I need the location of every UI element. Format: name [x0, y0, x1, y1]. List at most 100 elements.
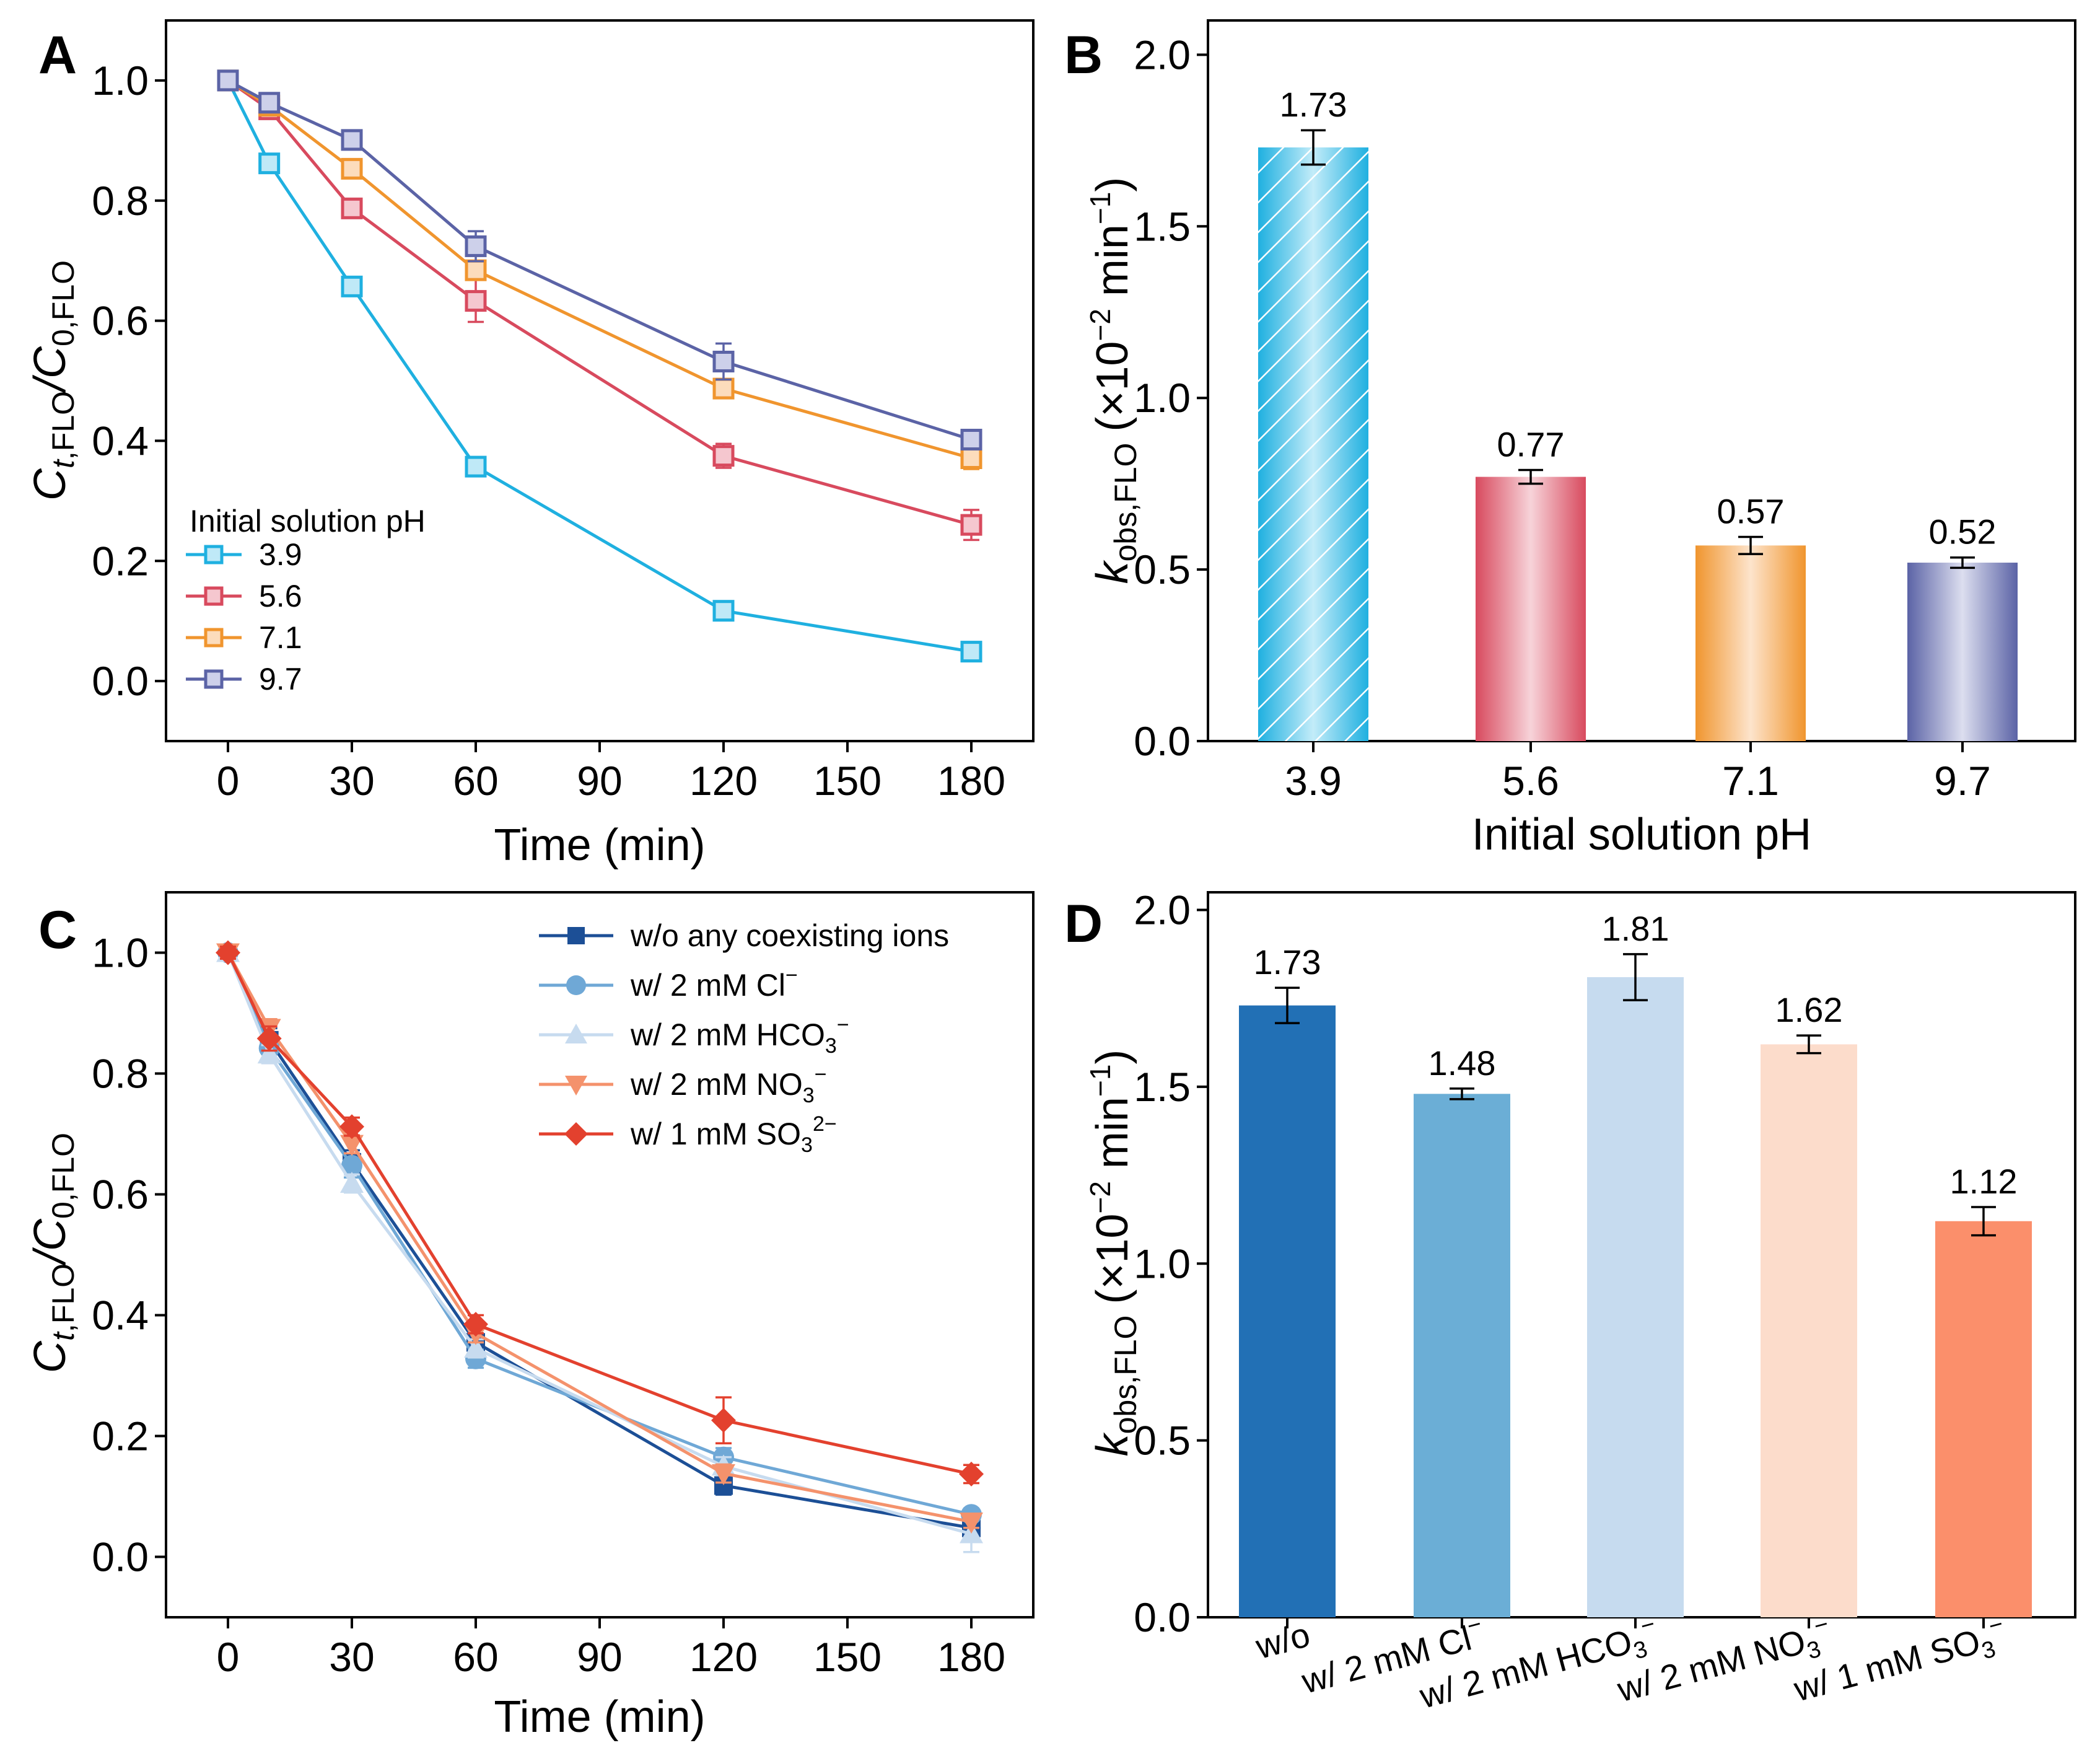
- panel-a: A 0.0 0.2 0.4 0.6 0.8 1.0 0 30 60 90 120 150 180 Ti…: [25, 19, 1035, 870]
- bar: [1761, 1044, 1857, 1617]
- y-tick-label: 1.0: [1134, 375, 1191, 421]
- x-tick-label: 60: [453, 1634, 498, 1680]
- series-line: [226, 952, 972, 1524]
- data-point: [258, 152, 281, 175]
- x-tick-label: 5.6: [1502, 758, 1559, 804]
- x-tick-label: 30: [329, 758, 374, 804]
- y-axis-d: 0.0 0.5 1.0 1.5 2.0: [1134, 887, 1208, 1640]
- legend-label: 9.7: [259, 662, 302, 696]
- y-tick-label: 0.5: [1134, 547, 1191, 592]
- data-point: [257, 1042, 281, 1064]
- x-axis-title-a: Time (min): [494, 820, 705, 870]
- data-point: [341, 197, 363, 219]
- data-point: [340, 1135, 364, 1156]
- y-tick-label: 0.5: [1134, 1418, 1191, 1464]
- y-tick-label: 0.2: [92, 538, 149, 584]
- data-point: [565, 1024, 587, 1043]
- value-label: 1.81: [1602, 909, 1669, 948]
- x-tick-label: 120: [689, 1634, 758, 1680]
- x-axis-title-b: Initial solution pH: [1472, 810, 1811, 859]
- bar-group-1: 1.48: [1414, 1043, 1510, 1617]
- y-tick-label: 0.0: [1134, 1594, 1191, 1640]
- data-point: [959, 1461, 984, 1487]
- value-label: 1.62: [1775, 990, 1843, 1029]
- x-tick-labels-d: w/ow/ 2 mM Cl−w/ 2 mM HCO3−w/ 2 mM NO3−w…: [1251, 1611, 2006, 1716]
- bar-group-0: 1.73: [1239, 942, 1336, 1617]
- y-axis-title-a: Ct,FLO/C0,FLO: [25, 260, 81, 501]
- data-point: [463, 1312, 488, 1337]
- bar: [1695, 545, 1806, 741]
- bar: [1414, 1094, 1510, 1617]
- data-point: [960, 428, 982, 450]
- x-axis-a: 0 30 60 90 120 150 180: [217, 741, 1005, 804]
- bar-group-4: 1.12: [1935, 1162, 2032, 1617]
- panel-b: B 0.0 0.5 1.0 1.5 2.0 1.73 3.9 0.77 5.6 0.57 7.1 0…: [1064, 19, 2076, 859]
- panel-label-c: C: [38, 900, 77, 960]
- data-point: [465, 235, 487, 257]
- series-line: [226, 952, 972, 1516]
- x-tick-label: 3.9: [1285, 758, 1342, 804]
- bar-group-2: 0.57: [1695, 491, 1806, 741]
- series-0: [219, 943, 981, 1539]
- data-point: [712, 350, 735, 372]
- bar-hatch: [1258, 147, 1368, 741]
- data-point: [341, 157, 363, 180]
- x-tick-label: 180: [937, 758, 1005, 804]
- data-point: [217, 69, 239, 92]
- y-tick-label: 1.5: [1134, 1064, 1191, 1110]
- y-tick-label: 0.2: [92, 1413, 149, 1459]
- x-tick-label: w/o: [1251, 1615, 1314, 1667]
- data-point: [256, 1026, 282, 1051]
- data-point: [712, 377, 735, 400]
- x-tick-label: 150: [813, 758, 882, 804]
- data-point: [565, 1076, 587, 1096]
- data-point: [711, 1408, 736, 1433]
- series-line: [226, 79, 972, 654]
- legend-label: w/ 2 mM HCO3−: [630, 1013, 849, 1058]
- x-axis-c: 0 30 60 90 120 150 180: [217, 1617, 1005, 1680]
- plot-frame-b: [1207, 19, 2076, 742]
- panel-label-d: D: [1064, 894, 1103, 954]
- bar-group-3: 0.52: [1907, 512, 2018, 741]
- bar: [1476, 477, 1586, 741]
- legend-c: w/o any coexisting ions w/ 2 mM Cl− w/ 2 m…: [539, 918, 949, 1157]
- y-tick-label: 2.0: [1134, 887, 1191, 933]
- data-point: [341, 129, 363, 151]
- value-label: 0.77: [1497, 424, 1565, 463]
- series-line: [227, 79, 972, 441]
- y-tick-label: 0.6: [92, 1172, 149, 1218]
- panel-c: C 0.0 0.2 0.4 0.6 0.8 1.0 0 30 60 90 120 150 180 Ti…: [25, 891, 1035, 1742]
- series-4: [216, 940, 984, 1487]
- data-point: [339, 1114, 364, 1140]
- series-0: [217, 69, 982, 663]
- y-axis-c: 0.0 0.2 0.4 0.6 0.8 1.0: [92, 930, 166, 1580]
- data-point: [204, 545, 224, 564]
- data-point: [216, 940, 240, 965]
- data-point: [712, 600, 735, 622]
- y-tick-label: 1.5: [1134, 203, 1191, 249]
- y-tick-label: 0.6: [92, 298, 149, 344]
- value-label: 0.52: [1929, 512, 1997, 551]
- series-line: [226, 952, 972, 1535]
- bar-group-2: 1.81: [1587, 909, 1684, 1617]
- bar: [1907, 563, 2018, 741]
- x-tick-label: 120: [689, 758, 758, 804]
- series-line: [226, 952, 972, 1476]
- panel-label-b: B: [1064, 25, 1103, 85]
- series-group-a: [217, 69, 982, 663]
- y-tick-label: 1.0: [1134, 1241, 1191, 1286]
- x-tick-label: 180: [937, 1634, 1005, 1680]
- data-point: [204, 669, 224, 689]
- y-tick-label: 0.0: [92, 658, 149, 704]
- legend-a: Initial solution pH 3.9 5.6 7.1 9.7: [186, 504, 426, 696]
- series-2: [216, 941, 983, 1553]
- x-tick-label: 150: [813, 1634, 882, 1680]
- series-3: [217, 69, 982, 450]
- panel-label-a: A: [38, 25, 77, 85]
- data-point: [465, 290, 487, 312]
- data-point: [341, 1154, 362, 1176]
- legend-label: w/ 1 mM SO32−: [630, 1112, 837, 1157]
- y-tick-label: 0.4: [92, 1293, 149, 1338]
- bar-group-1: 0.77: [1476, 424, 1586, 741]
